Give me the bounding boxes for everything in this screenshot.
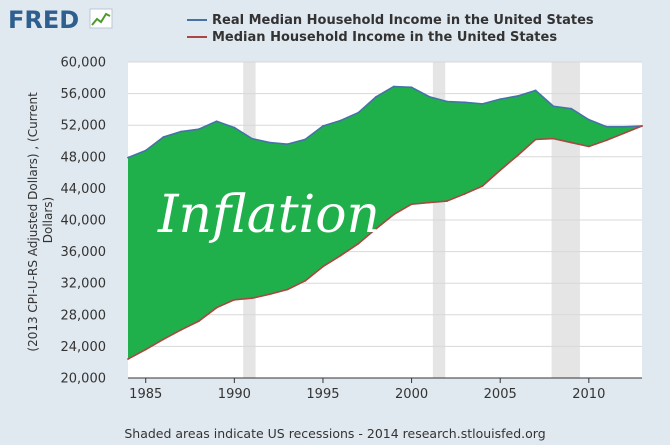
series-1-point-8 xyxy=(268,293,271,296)
series-lines xyxy=(127,85,643,360)
series-line-0 xyxy=(127,85,643,159)
series-1-point-9 xyxy=(286,288,289,291)
line-chart-icon xyxy=(89,8,113,29)
y-tick-label-6: 44,000 xyxy=(61,182,107,197)
series-0-point-1 xyxy=(144,149,147,152)
series-1-point-12 xyxy=(339,254,342,257)
series-0-point-0 xyxy=(127,156,129,159)
series-1-point-14 xyxy=(375,227,378,230)
series-1-point-23 xyxy=(534,138,537,141)
series-0-point-25 xyxy=(570,107,573,110)
series-1-point-10 xyxy=(304,279,307,282)
x-tick-label-2: 1995 xyxy=(306,387,339,402)
x-tick-label-0: 1985 xyxy=(129,387,162,402)
series-0-point-26 xyxy=(587,118,590,121)
series-1-point-6 xyxy=(233,298,236,301)
series-0-point-17 xyxy=(428,95,431,98)
y-axis-ticks: 20,000 24,000 28,000 32,000 36,000 40,000 44,0… xyxy=(61,56,107,387)
y-tick-label-7: 48,000 xyxy=(61,150,107,165)
series-0-point-20 xyxy=(481,102,484,105)
series-1-point-22 xyxy=(517,154,519,157)
series-1-point-4 xyxy=(197,320,200,323)
x-tick-label-3: 2000 xyxy=(395,387,428,402)
y-axis-title-line1: (2013 CPI-U-RS Adjusted Dollars) , (Curr… xyxy=(26,92,40,352)
series-line-1 xyxy=(127,125,643,360)
series-1-point-24 xyxy=(552,137,555,140)
series-1-point-7 xyxy=(251,297,253,300)
series-0-point-11 xyxy=(322,125,324,127)
series-1-point-16 xyxy=(410,203,413,206)
y-tick-label-1: 24,000 xyxy=(61,340,107,355)
series-1-point-20 xyxy=(481,185,484,187)
series-0-point-22 xyxy=(517,95,519,97)
series-0-point-9 xyxy=(286,143,289,146)
y-axis-title: (2013 CPI-U-RS Adjusted Dollars) , (Curr… xyxy=(26,88,55,351)
series-1-point-15 xyxy=(392,213,395,216)
series-0-point-18 xyxy=(446,100,448,103)
y-tick-label-2: 28,000 xyxy=(61,308,107,323)
series-0-point-14 xyxy=(375,95,378,98)
series-0-point-21 xyxy=(499,98,502,101)
series-1-point-13 xyxy=(357,242,360,245)
series-1-point-19 xyxy=(463,193,466,195)
inflation-area xyxy=(128,86,642,360)
series-0-point-8 xyxy=(268,141,271,144)
x-tick-label-4: 2005 xyxy=(484,387,517,402)
series-1-point-11 xyxy=(322,265,324,268)
series-0-point-24 xyxy=(552,105,555,108)
inflation-annotation: Inflation xyxy=(157,185,380,245)
y-tick-label-4: 36,000 xyxy=(61,245,107,260)
y-axis-title-line2: Dollars) xyxy=(41,197,55,243)
series-0-point-23 xyxy=(534,89,537,92)
series-1-point-18 xyxy=(446,200,448,202)
y-tick-label-0: 20,000 xyxy=(61,372,107,387)
series-1-point-0 xyxy=(127,358,129,360)
series-0-point-19 xyxy=(463,101,466,104)
series-0-point-12 xyxy=(339,119,342,122)
legend-label-real: Real Median Household Income in the Unit… xyxy=(212,13,594,28)
fred-logo-text: FRED xyxy=(8,6,79,34)
fred-logo[interactable]: FRED xyxy=(8,6,113,34)
y-tick-label-9: 56,000 xyxy=(61,87,107,102)
series-0-point-16 xyxy=(410,86,413,89)
inflation-fill-area xyxy=(128,86,642,360)
legend-item-nominal[interactable]: Median Household Income in the United St… xyxy=(187,30,557,45)
series-1-point-17 xyxy=(428,201,431,204)
series-1-point-26 xyxy=(587,145,590,148)
series-0-point-3 xyxy=(180,130,183,133)
series-0-point-2 xyxy=(162,136,165,138)
series-1-point-21 xyxy=(499,169,502,172)
series-1-point-28 xyxy=(623,132,626,135)
series-1-point-2 xyxy=(162,338,165,341)
footer-caption: Shaded areas indicate US recessions - 20… xyxy=(124,426,545,441)
series-0-point-28 xyxy=(623,125,626,128)
series-1-point-29 xyxy=(641,125,643,127)
y-tick-label-10: 60,000 xyxy=(61,56,107,71)
series-1-point-27 xyxy=(605,139,608,142)
series-1-point-25 xyxy=(570,141,573,144)
series-0-point-7 xyxy=(251,137,253,140)
y-tick-label-8: 52,000 xyxy=(61,119,107,134)
series-0-point-15 xyxy=(392,85,395,88)
legend-item-real[interactable]: Real Median Household Income in the Unit… xyxy=(187,13,594,28)
y-tick-label-5: 40,000 xyxy=(61,214,107,229)
series-0-point-4 xyxy=(197,128,200,131)
series-0-point-5 xyxy=(215,120,218,123)
series-0-point-27 xyxy=(605,125,608,128)
series-1-point-5 xyxy=(215,306,218,309)
series-0-point-6 xyxy=(233,126,236,129)
series-0-point-10 xyxy=(304,138,307,141)
x-tick-label-1: 1990 xyxy=(218,387,251,402)
series-1-point-1 xyxy=(144,348,147,351)
y-tick-label-3: 32,000 xyxy=(61,277,107,292)
legend-label-nominal: Median Household Income in the United St… xyxy=(212,30,557,45)
x-axis-ticks: 1985 1990 1995 2000 2005 2010 xyxy=(129,378,605,402)
series-0-point-13 xyxy=(357,111,360,114)
x-tick-label-5: 2010 xyxy=(572,387,605,402)
series-1-point-3 xyxy=(180,328,183,331)
legend: Real Median Household Income in the Unit… xyxy=(187,13,594,45)
